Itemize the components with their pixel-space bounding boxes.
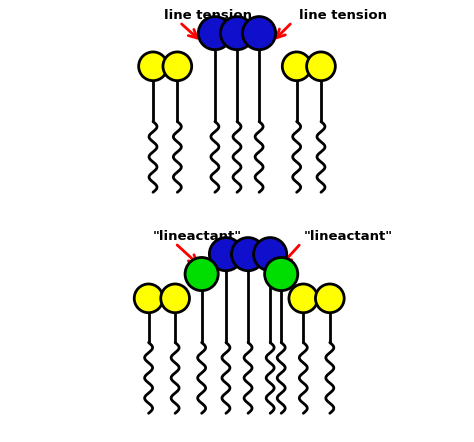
Text: "lineactant": "lineactant" bbox=[303, 230, 392, 243]
Circle shape bbox=[210, 237, 243, 271]
Text: line tension: line tension bbox=[164, 9, 252, 22]
Circle shape bbox=[243, 16, 276, 50]
Circle shape bbox=[283, 52, 311, 80]
Text: "lineactant": "lineactant" bbox=[153, 230, 242, 243]
Circle shape bbox=[185, 257, 218, 291]
Text: line tension: line tension bbox=[299, 9, 387, 22]
Circle shape bbox=[134, 284, 163, 313]
Circle shape bbox=[163, 52, 191, 80]
Circle shape bbox=[254, 237, 287, 271]
Circle shape bbox=[289, 284, 318, 313]
Circle shape bbox=[307, 52, 335, 80]
Circle shape bbox=[198, 16, 231, 50]
Circle shape bbox=[161, 284, 190, 313]
Circle shape bbox=[139, 52, 167, 80]
Circle shape bbox=[231, 237, 264, 271]
Circle shape bbox=[220, 16, 254, 50]
Circle shape bbox=[264, 257, 298, 291]
Circle shape bbox=[316, 284, 344, 313]
